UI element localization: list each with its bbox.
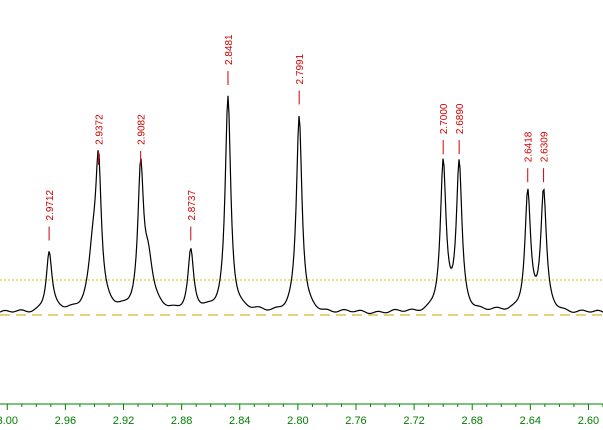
peak-label: 2.9082 — [137, 114, 148, 145]
peak-label: 2.9712 — [45, 189, 56, 220]
peak-label: 2.8737 — [187, 189, 198, 220]
spectrum-trace — [0, 95, 603, 315]
x-tick-label: 2.64 — [520, 415, 541, 427]
peak-label: 2.7991 — [295, 53, 306, 84]
peak-label: 2.8481 — [224, 34, 235, 65]
x-tick-label: 2.72 — [403, 415, 424, 427]
x-tick-label: 2.68 — [462, 415, 483, 427]
peak-label: 2.6890 — [455, 103, 466, 134]
x-tick-label: 2.80 — [287, 415, 308, 427]
x-tick-label: 2.88 — [171, 415, 192, 427]
peak-label: 2.6309 — [540, 131, 551, 162]
peak-label: 2.7000 — [439, 103, 450, 134]
peak-label: 2.9372 — [95, 114, 106, 145]
x-tick-label: 2.96 — [55, 415, 76, 427]
x-tick-label: 2.76 — [345, 415, 366, 427]
x-tick-label: 2.60 — [578, 415, 599, 427]
peak-label: 2.6418 — [524, 131, 535, 162]
x-tick-label: 2.92 — [113, 415, 134, 427]
x-tick-label: 2.84 — [229, 415, 250, 427]
x-axis-ticks: 3.00 2.96 2.92 2.88 2.84 2.80 2.76 2.72 2.68 2.64… — [0, 404, 603, 427]
x-tick-label: 3.00 — [0, 415, 18, 427]
peak-labels: 2.9712 2.9372 2.9082 2.8737 2.8481 2.7991 2.70… — [45, 34, 551, 241]
